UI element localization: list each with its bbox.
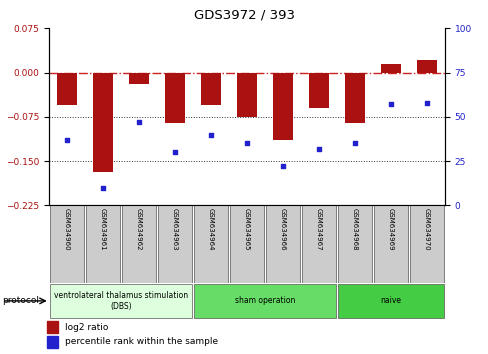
Bar (337, 205, 371, 283)
Point (206, 132, 214, 137)
Bar (164, 73, 184, 123)
Text: GSM634967: GSM634967 (315, 208, 321, 250)
Point (386, 102, 394, 107)
Bar (57, 73, 77, 105)
Point (279, 164, 286, 169)
Bar (308, 73, 328, 108)
Bar (373, 205, 407, 283)
Bar (380, 64, 400, 73)
Point (243, 141, 250, 146)
Point (135, 119, 142, 125)
Text: GSM634969: GSM634969 (387, 208, 393, 250)
Bar (47, 321, 59, 333)
Text: percentile rank within the sample: percentile rank within the sample (65, 337, 218, 346)
Point (99, 185, 106, 190)
Bar (193, 205, 228, 283)
Text: GDS3972 / 393: GDS3972 / 393 (194, 9, 294, 22)
Bar (49, 205, 84, 283)
Text: GSM634968: GSM634968 (351, 208, 357, 250)
Point (422, 100, 430, 105)
Text: GSM634962: GSM634962 (136, 208, 142, 250)
Point (314, 146, 322, 152)
Bar (85, 205, 120, 283)
Bar (47, 336, 59, 348)
Bar (93, 73, 113, 172)
Text: GSM634961: GSM634961 (100, 208, 106, 250)
Bar (129, 73, 148, 84)
Bar (49, 284, 192, 318)
Text: log2 ratio: log2 ratio (65, 323, 108, 332)
Bar (193, 284, 336, 318)
Bar (157, 205, 192, 283)
Point (350, 141, 358, 146)
Text: GSM634970: GSM634970 (423, 208, 429, 250)
Text: GSM634963: GSM634963 (172, 208, 178, 250)
Bar (237, 73, 256, 117)
Bar (301, 205, 336, 283)
Text: GSM634965: GSM634965 (244, 208, 249, 250)
Bar (409, 205, 444, 283)
Bar (337, 284, 444, 318)
Text: naive: naive (380, 296, 401, 306)
Bar (201, 73, 221, 105)
Bar (122, 205, 156, 283)
Text: ventrolateral thalamus stimulation
(DBS): ventrolateral thalamus stimulation (DBS) (54, 291, 187, 310)
Bar (345, 73, 364, 123)
Text: GSM634964: GSM634964 (207, 208, 213, 250)
Text: protocol: protocol (2, 296, 40, 306)
Text: GSM634960: GSM634960 (64, 208, 70, 250)
Text: GSM634966: GSM634966 (280, 208, 285, 250)
Point (63, 137, 71, 143)
Bar (416, 59, 436, 73)
Bar (265, 205, 300, 283)
Text: sham operation: sham operation (234, 296, 295, 306)
Point (171, 149, 179, 155)
Bar (229, 205, 264, 283)
Bar (272, 73, 292, 141)
